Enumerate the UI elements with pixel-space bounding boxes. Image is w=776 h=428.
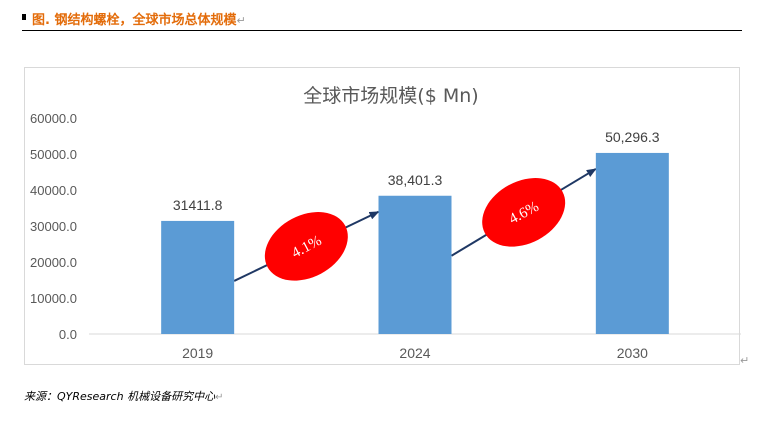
x-tick-label-2024: 2024 [399, 345, 430, 361]
growth-ellipse [482, 178, 566, 247]
data-label-2024: 38,401.3 [388, 172, 443, 188]
paragraph-mark: ↵ [740, 354, 750, 367]
y-tick-label: 50000.0 [30, 147, 77, 162]
y-tick-label: 20000.0 [30, 255, 77, 270]
x-tick-label-2030: 2030 [617, 345, 648, 361]
y-tick-label: 40000.0 [30, 183, 77, 198]
bar-chart: 0.0 10000.0 20000.0 30000.0 40000.0 50000.0 60… [30, 85, 741, 361]
figure-heading: 图. 钢结构螺栓，全球市场总体规模↵ [22, 8, 742, 31]
bar-2019 [161, 220, 235, 334]
y-tick-label: 10000.0 [30, 291, 77, 306]
data-label-2019: 31411.8 [173, 197, 223, 213]
y-tick-label: 60000.0 [30, 111, 77, 126]
growth-badge-2019-2024: 4.1% [264, 212, 348, 281]
data-label-2030: 50,296.3 [605, 129, 660, 145]
heading-bullet [22, 14, 26, 20]
growth-ellipse [264, 212, 348, 281]
chart-title: 全球市场规模($ Mn) [303, 85, 478, 107]
figure-title: 图. 钢结构螺栓，全球市场总体规模↵ [32, 13, 246, 28]
chart-frame: 0.0 10000.0 20000.0 30000.0 40000.0 50000.0 60… [24, 67, 741, 365]
bar-2024 [378, 195, 452, 334]
growth-badge-2024-2030: 4.6% [482, 178, 566, 247]
y-tick-label: 0.0 [59, 327, 77, 342]
source-note: 来源：QYResearch 机械设备研究中心↵ [24, 390, 224, 403]
x-tick-label-2019: 2019 [182, 345, 213, 361]
bar-2030 [595, 152, 669, 334]
y-tick-label: 30000.0 [30, 219, 77, 234]
